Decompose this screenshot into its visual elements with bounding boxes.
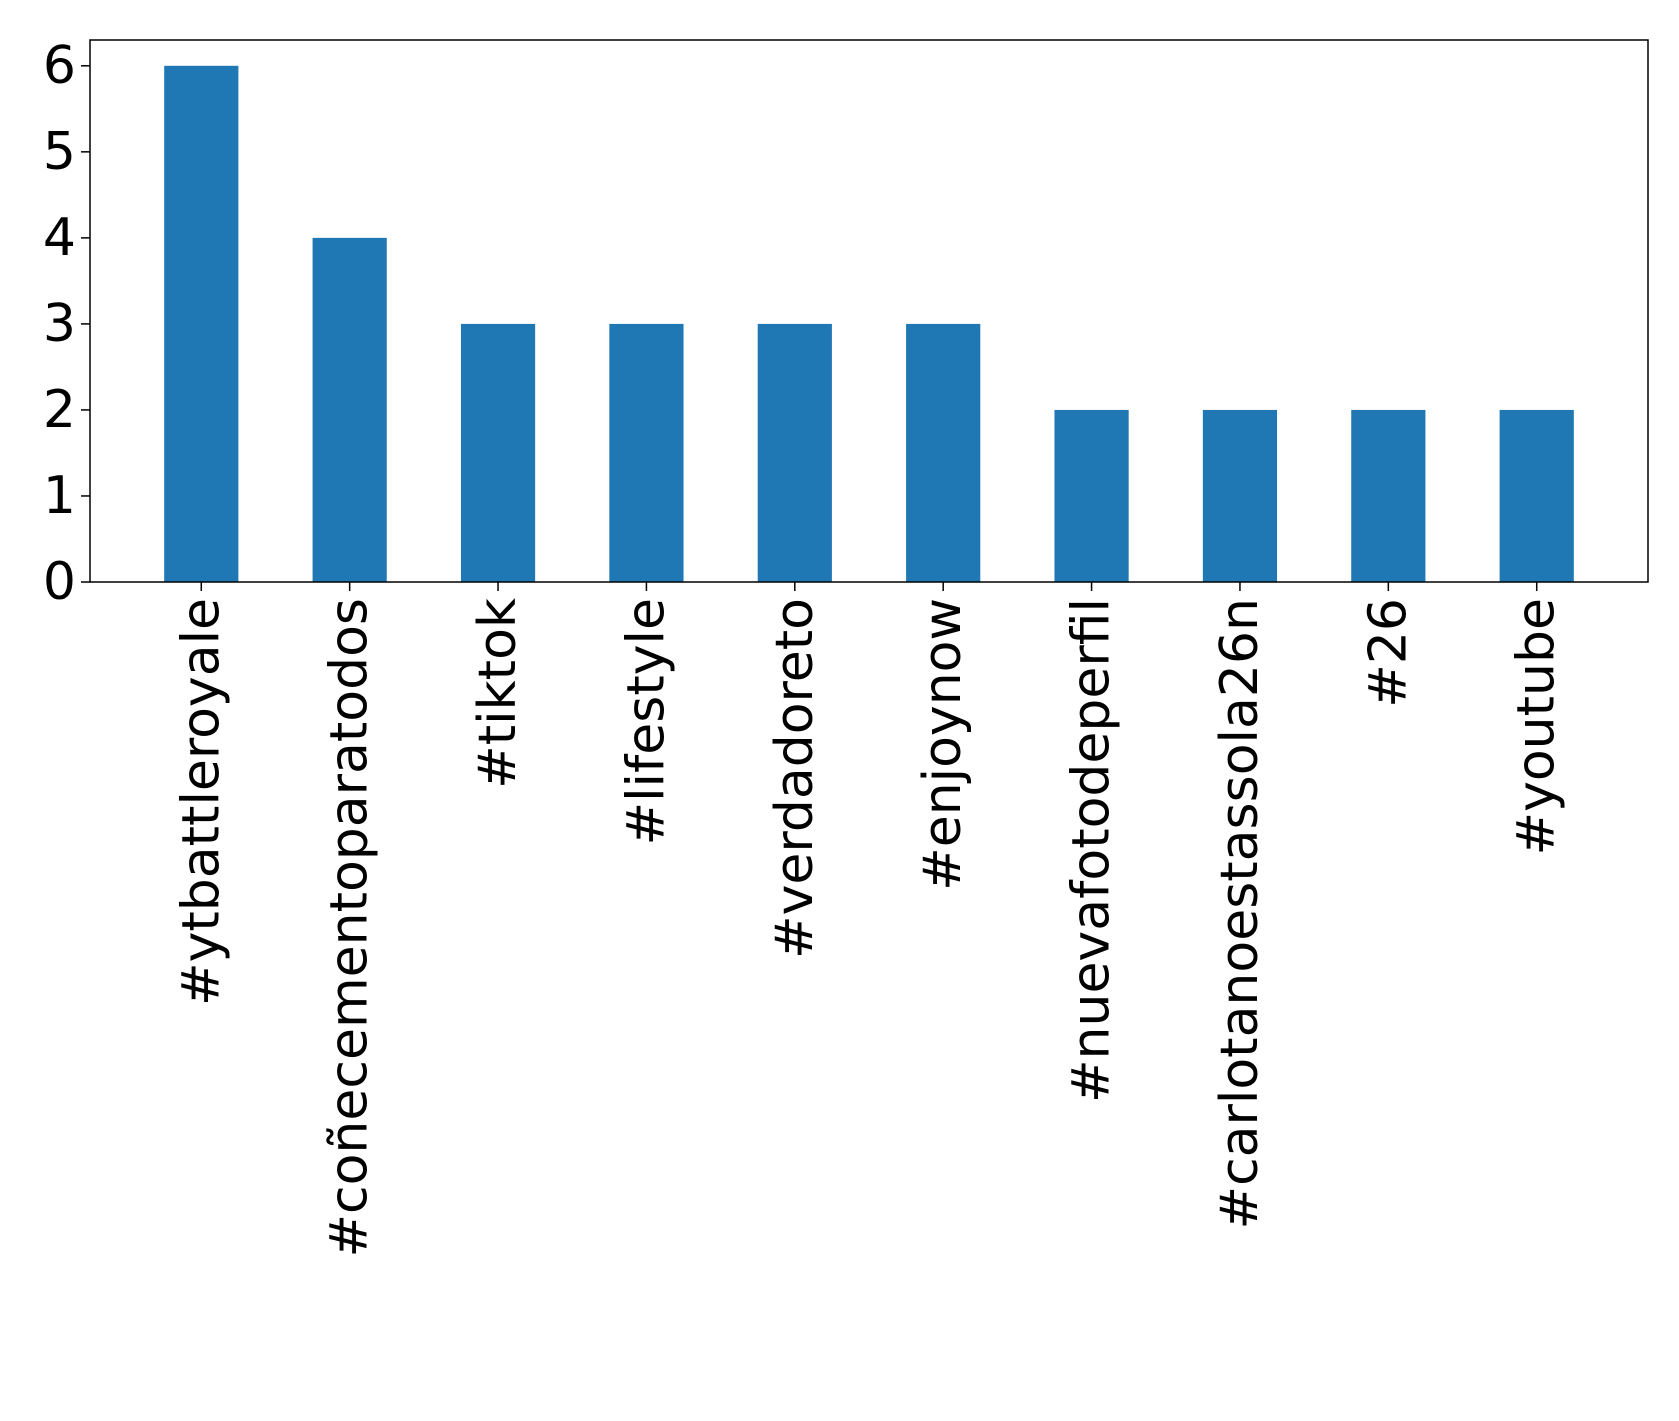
bar-3 [609,323,684,582]
x-tick-label-8: #26 [1358,598,1418,708]
bar-1 [312,237,387,582]
bar-0 [164,65,239,583]
x-axis: #ytbattleroyale #coñecementoparatodos #tik… [171,582,1567,1258]
x-tick-label-0: #ytbattleroyale [171,598,231,1006]
bar-4 [757,323,832,582]
y-tick-label-1: 1 [43,466,76,526]
bar-2 [460,323,536,582]
x-tick-label-4: #verdadoreto [765,598,825,959]
y-tick-label-4: 4 [43,208,76,268]
x-tick-label-2: #tiktok [468,598,528,789]
y-tick-label-6: 6 [43,36,76,96]
y-tick-label-3: 3 [43,294,76,354]
x-tick-label-6: #nuevafotodeperfil [1062,598,1122,1103]
y-tick-label-0: 0 [43,552,76,612]
bar-9 [1499,409,1574,582]
bar-5 [906,323,981,582]
plot-frame [89,39,1649,583]
x-tick-label-1: #coñecementoparatodos [320,598,380,1258]
x-tick-label-7: #carlotanoestassola26n [1210,598,1270,1229]
x-tick-label-3: #lifestyle [616,598,676,845]
x-tick-label-9: #youtube [1507,598,1567,855]
bar-8 [1351,409,1426,582]
bars-group [164,65,1574,583]
bar-6 [1054,409,1129,582]
y-tick-label-5: 5 [43,122,76,182]
y-tick-label-2: 2 [43,380,76,440]
bar-7 [1202,409,1278,582]
x-tick-label-5: #enjoynow [913,598,973,891]
y-axis: 0 1 2 3 4 5 6 [43,36,90,612]
